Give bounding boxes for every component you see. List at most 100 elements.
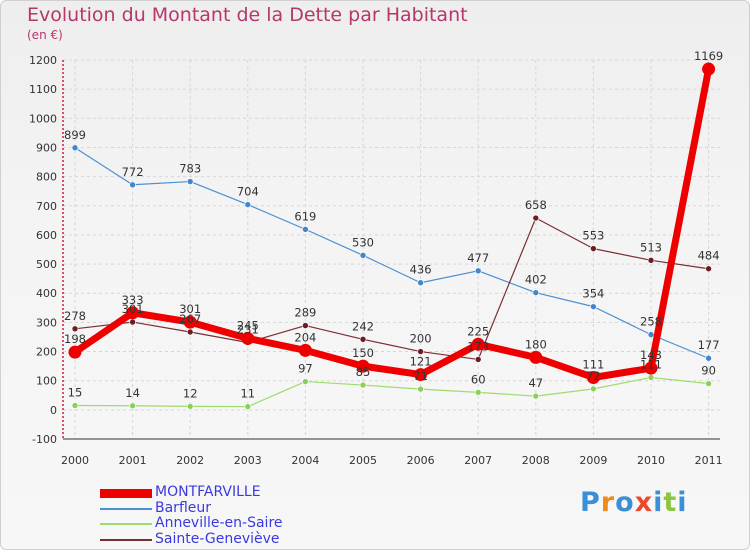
- legend-swatch: [100, 523, 152, 525]
- data-point: [417, 385, 424, 393]
- legend-label: Anneville-en-Saire: [155, 515, 283, 531]
- data-point: [186, 328, 194, 336]
- x-tick-label: 2005: [349, 454, 377, 467]
- chart-subtitle: (en €): [27, 28, 63, 42]
- data-label: 267: [179, 312, 201, 326]
- data-label: 11: [240, 387, 255, 401]
- y-tick-label: 800: [36, 171, 57, 184]
- data-label: 477: [467, 251, 489, 265]
- x-tick-label: 2001: [119, 454, 147, 467]
- data-point: [183, 315, 197, 329]
- data-label: 436: [410, 263, 432, 277]
- x-tick-label: 2003: [234, 454, 262, 467]
- data-point: [474, 356, 482, 363]
- data-label: 704: [237, 185, 259, 199]
- data-label: 90: [701, 364, 716, 378]
- data-point: [186, 403, 194, 410]
- y-tick-label: 300: [36, 316, 57, 329]
- series-line: [74, 376, 710, 408]
- data-label: 354: [582, 287, 604, 301]
- data-label: 111: [582, 357, 604, 371]
- data-label: 15: [68, 385, 83, 399]
- data-label: 204: [294, 330, 316, 344]
- data-label: 772: [122, 165, 144, 179]
- data-point: [702, 62, 716, 76]
- data-point: [647, 331, 655, 338]
- data-label: 60: [471, 372, 486, 386]
- data-label: 177: [698, 338, 720, 352]
- data-point: [529, 350, 543, 364]
- data-point: [474, 389, 482, 396]
- legend-swatch: [100, 538, 152, 541]
- data-point: [244, 403, 252, 410]
- data-point: [126, 306, 140, 320]
- data-point: [586, 370, 600, 384]
- data-point: [532, 214, 540, 222]
- data-label: 619: [294, 209, 316, 223]
- data-point: [644, 361, 658, 375]
- data-point: [471, 337, 485, 351]
- series-line: [74, 147, 710, 359]
- data-point: [129, 402, 136, 410]
- data-label: 402: [525, 273, 547, 287]
- data-label: 289: [294, 306, 316, 320]
- logo-letter: r: [600, 487, 616, 518]
- data-point: [647, 256, 655, 264]
- data-label: 72: [586, 369, 601, 383]
- data-label: 71: [413, 369, 428, 383]
- data-label: 484: [698, 249, 720, 263]
- data-label: 301: [122, 302, 144, 316]
- data-label: 899: [64, 128, 86, 142]
- data-label: 231: [237, 323, 259, 337]
- data-point: [647, 374, 655, 381]
- x-tick-label: 2008: [522, 454, 550, 467]
- x-tick-label: 2006: [407, 454, 435, 467]
- legend-label: MONTFARVILLE: [155, 484, 261, 500]
- data-point: [244, 201, 252, 208]
- legend-swatch: [100, 488, 152, 498]
- data-point: [186, 178, 194, 185]
- x-tick-label: 2002: [176, 454, 204, 467]
- data-point: [356, 359, 370, 373]
- y-tick-label: 1100: [29, 83, 57, 96]
- y-tick-label: 900: [36, 141, 57, 154]
- y-tick-label: 100: [36, 375, 57, 388]
- data-label: 1169: [694, 49, 723, 63]
- data-label: 258: [640, 315, 662, 329]
- logo-letter: P: [580, 487, 601, 518]
- x-tick-label: 2009: [579, 454, 607, 467]
- y-tick-label: 1200: [29, 54, 57, 67]
- data-point: [705, 265, 712, 273]
- legend-label: Sainte-Geneviève: [155, 530, 280, 547]
- data-point: [414, 368, 428, 382]
- series-line: [71, 65, 713, 381]
- series-line: [74, 217, 710, 361]
- data-point: [302, 378, 309, 385]
- data-point: [241, 331, 255, 345]
- data-point: [359, 381, 367, 389]
- data-point: [705, 380, 712, 387]
- data-point: [68, 345, 82, 359]
- y-tick-label: -100: [32, 433, 57, 446]
- data-label: 658: [525, 198, 547, 212]
- data-label: 198: [64, 332, 86, 346]
- y-tick-label: 1000: [29, 112, 57, 125]
- data-point: [359, 335, 367, 343]
- y-tick-label: 200: [36, 346, 57, 359]
- data-label: 530: [352, 235, 374, 249]
- data-label: 121: [410, 355, 432, 369]
- data-point: [302, 226, 309, 233]
- data-label: 783: [179, 162, 201, 176]
- data-label: 242: [352, 319, 374, 333]
- logo-letter: o: [615, 487, 635, 518]
- data-point: [359, 252, 367, 259]
- data-point: [71, 144, 79, 152]
- data-label: 513: [640, 240, 662, 254]
- data-label: 173: [467, 339, 489, 353]
- data-point: [129, 318, 136, 326]
- y-tick-label: 600: [36, 229, 57, 242]
- data-label: 47: [528, 376, 543, 390]
- x-tick-label: 2004: [291, 454, 319, 467]
